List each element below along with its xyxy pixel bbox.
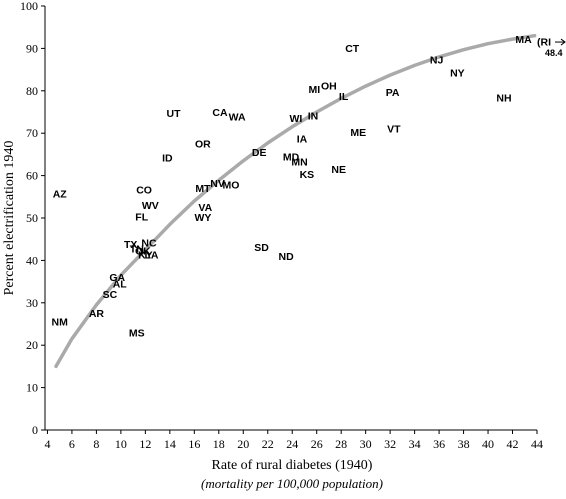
x-axis-subtitle: (mortality per 100,000 population) — [201, 476, 383, 491]
point-label-pa: PA — [386, 87, 400, 99]
trend-curve — [54, 33, 537, 369]
x-tick-label: 6 — [69, 437, 75, 451]
point-label-va: VA — [198, 202, 212, 214]
point-label-mt: MT — [195, 183, 211, 195]
point-label-il: IL — [339, 91, 349, 103]
point-label-sd: SD — [254, 242, 269, 254]
point-label-mn: MN — [291, 157, 307, 169]
x-tick-label: 10 — [115, 437, 127, 451]
point-label-md: MD — [283, 152, 300, 164]
x-tick-label: 30 — [360, 437, 372, 451]
point-label-nm: NM — [52, 317, 69, 329]
trend-curve-group — [54, 33, 537, 369]
point-label-co: CO — [136, 185, 152, 197]
point-label-wv: WV — [142, 200, 159, 212]
point-label-al: AL — [113, 278, 128, 290]
x-tick-label: 26 — [311, 437, 323, 451]
y-tick-label: 70 — [26, 126, 38, 140]
x-tick-label: 24 — [286, 437, 298, 451]
point-label-ga: GA — [109, 272, 125, 284]
x-tick-label: 16 — [188, 437, 200, 451]
point-label-fl: FL — [135, 211, 148, 223]
x-tick-label: 36 — [433, 437, 445, 451]
x-tick-label: 12 — [139, 437, 151, 451]
point-label-wy: WY — [194, 212, 211, 224]
x-tick-label: 44 — [531, 437, 543, 451]
point-label-ks: KS — [300, 169, 315, 181]
x-tick-label: 22 — [262, 437, 274, 451]
point-label-ma: MA — [515, 34, 532, 46]
point-label-ms: MS — [129, 328, 145, 340]
point-label-ne: NE — [331, 164, 346, 176]
y-tick-label: 100 — [20, 0, 38, 13]
point-label-wi: WI — [289, 113, 302, 125]
x-tick-label: 20 — [237, 437, 249, 451]
x-tick-label: 38 — [458, 437, 470, 451]
point-label-la: LA — [145, 250, 159, 262]
y-tick-label: 60 — [26, 169, 38, 183]
point-label-mi: MI — [308, 84, 320, 96]
point-label-tx: TX — [124, 239, 137, 251]
y-axis-title: Percent electrification 1940 — [2, 141, 17, 296]
x-tick-label: 32 — [384, 437, 396, 451]
y-tick-label: 20 — [26, 338, 38, 352]
point-label-in: IN — [308, 110, 319, 122]
x-tick-label: 28 — [335, 437, 347, 451]
point-label-vt: VT — [387, 124, 401, 136]
point-label-ny: NY — [450, 68, 465, 80]
point-label-nh: NH — [496, 93, 511, 105]
ri-offscale-label: (RI — [537, 37, 551, 49]
y-tick-label: 0 — [32, 423, 38, 437]
point-label-nv: NV — [210, 178, 225, 190]
point-label-tn: TN — [130, 244, 144, 256]
x-tick-label: 8 — [93, 437, 99, 451]
point-label-me: ME — [350, 127, 366, 139]
x-tick-label: 14 — [164, 437, 176, 451]
point-label-ut: UT — [167, 108, 182, 120]
y-tick-label: 80 — [26, 84, 38, 98]
x-axis-title: Rate of rural diabetes (1940) — [212, 458, 373, 473]
point-label-ca: CA — [212, 107, 228, 119]
point-label-wa: WA — [229, 112, 246, 124]
point-label-ky: KY — [138, 250, 153, 262]
y-tick-label: 90 — [26, 41, 38, 55]
point-label-ok: OK — [135, 246, 151, 258]
point-label-az: AZ — [53, 188, 68, 200]
point-label-ia: IA — [297, 134, 308, 146]
y-tick-label: 30 — [26, 296, 38, 310]
point-label-sc: SC — [103, 289, 118, 301]
point-label-oh: OH — [321, 81, 337, 93]
ri-offscale-value: 48.4 — [545, 48, 563, 58]
x-tick-label: 40 — [482, 437, 494, 451]
point-label-nd: ND — [279, 251, 295, 263]
axis-ticks: 0 10 20 30 40 50 60 70 80 90 100 4 6 8 10 12 14 16 18 20 22 2… — [20, 0, 543, 451]
point-label-or: OR — [195, 138, 211, 150]
point-label-mo: MO — [223, 180, 240, 192]
point-label-nc: NC — [141, 238, 157, 250]
x-tick-label: 4 — [44, 437, 50, 451]
y-tick-label: 10 — [26, 381, 38, 395]
point-label-id: ID — [162, 152, 173, 164]
y-tick-label: 50 — [26, 211, 38, 225]
point-label-ar: AR — [89, 308, 105, 320]
point-label-de: DE — [252, 147, 267, 159]
x-tick-label: 42 — [507, 437, 519, 451]
ri-arrow-head — [560, 38, 566, 46]
x-tick-label: 18 — [213, 437, 225, 451]
point-label-ct: CT — [345, 43, 360, 55]
y-tick-label: 40 — [26, 253, 38, 267]
x-tick-label: 34 — [409, 437, 421, 451]
point-label-nj: NJ — [430, 54, 444, 66]
